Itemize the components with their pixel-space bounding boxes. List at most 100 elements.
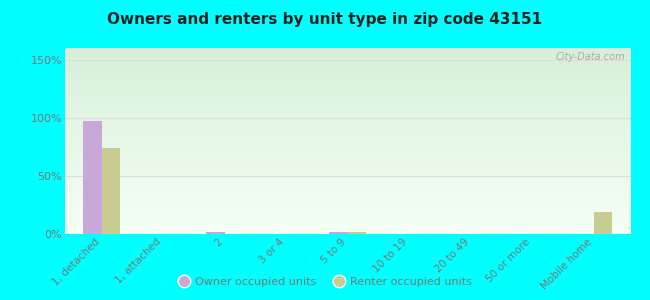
Bar [65,66,630,67]
Bar [65,69,630,70]
Bar [65,160,630,161]
Bar [65,64,630,65]
Bar [65,157,630,158]
Bar [65,215,630,216]
Bar [65,197,630,198]
Bar [65,62,630,63]
Bar [65,170,630,171]
Bar [65,68,630,69]
Bar [65,179,630,180]
Bar [65,86,630,87]
Bar [65,103,630,104]
Bar [65,90,630,91]
Bar [65,230,630,231]
Bar [65,107,630,108]
Bar [65,200,630,201]
Bar [65,208,630,209]
Bar [65,191,630,192]
Bar [65,198,630,199]
Bar [65,190,630,191]
Bar [65,77,630,78]
Bar [65,120,630,121]
Bar [65,94,630,95]
Bar [65,207,630,208]
Bar [65,128,630,129]
Bar [65,79,630,80]
Bar [65,176,630,177]
Bar [65,133,630,134]
Bar [65,88,630,89]
Bar [65,181,630,182]
Bar [65,150,630,151]
Bar [65,132,630,133]
Text: Owners and renters by unit type in zip code 43151: Owners and renters by unit type in zip c… [107,12,543,27]
Bar [65,53,630,54]
Bar [65,93,630,94]
Bar [65,164,630,165]
Bar [65,229,630,230]
Bar [65,171,630,172]
Bar [65,196,630,197]
Bar [65,223,630,224]
Bar [65,142,630,143]
Bar [65,76,630,77]
Bar [65,125,630,126]
Bar [65,80,630,81]
Bar [593,212,612,234]
Bar [65,153,630,154]
Bar [65,116,630,117]
Bar [65,74,630,75]
Bar [65,55,630,56]
Bar [65,136,630,137]
Bar [65,212,630,213]
Bar [65,167,630,168]
Bar [65,84,630,85]
Bar [65,72,630,73]
Bar [65,178,630,179]
Bar [65,175,630,176]
Bar [65,221,630,222]
Bar [207,232,225,234]
Bar [65,166,630,167]
Bar [65,102,630,103]
Bar [65,71,630,72]
Bar [65,95,630,96]
Bar [65,146,630,147]
Bar [65,109,630,110]
Bar [65,189,630,190]
Bar [65,106,630,107]
Bar [65,152,630,153]
Bar [65,126,630,127]
Bar [65,124,630,125]
Bar [65,127,630,128]
Bar [65,97,630,98]
Bar [65,227,630,228]
Bar [65,121,630,122]
Bar [65,122,630,123]
Bar [65,216,630,217]
Bar [65,110,630,111]
Bar [65,143,630,144]
Bar [65,162,630,163]
Bar [65,101,630,102]
Bar [65,96,630,97]
Bar [65,187,630,188]
Bar [65,130,630,131]
Bar [65,182,630,183]
Bar [65,206,630,207]
Bar [65,217,630,218]
Bar [65,113,630,114]
Bar [65,58,630,59]
Bar [65,123,630,124]
Bar [65,119,630,120]
Bar [348,232,366,234]
Bar [65,117,630,118]
Bar [65,149,630,150]
Bar [65,173,630,174]
Bar [65,174,630,175]
Bar [65,193,630,194]
Bar [65,75,630,76]
Bar [65,186,630,187]
Bar [65,98,630,99]
Bar [65,49,630,50]
